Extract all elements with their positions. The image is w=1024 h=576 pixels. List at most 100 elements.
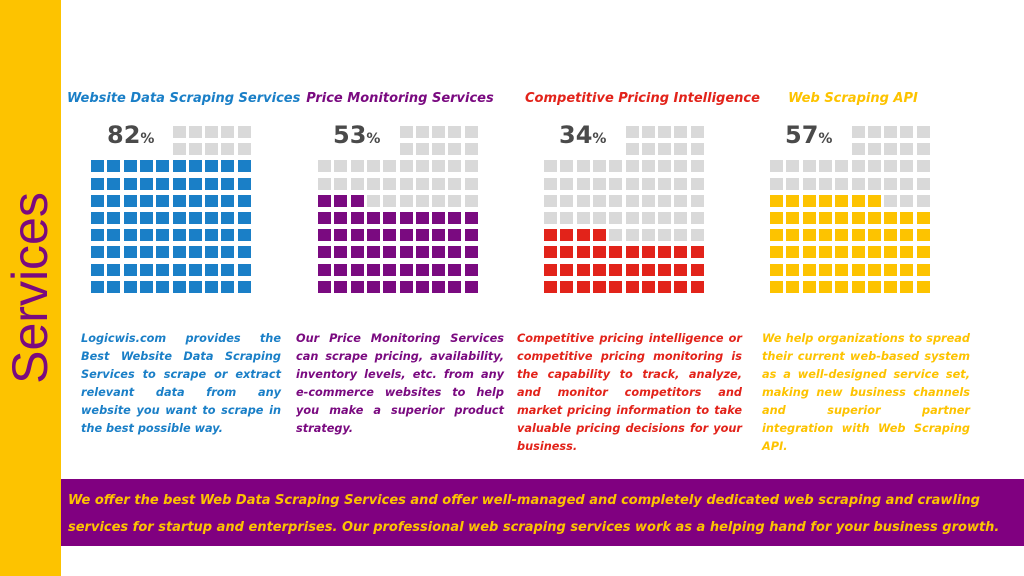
waffle-cell [916, 280, 930, 293]
waffle-cell [592, 280, 606, 293]
waffle-cell [609, 194, 623, 207]
waffle-cell [399, 126, 413, 138]
waffle-cell [674, 177, 688, 190]
waffle-cell [399, 177, 413, 190]
waffle-cell [900, 143, 914, 156]
waffle-cell [188, 160, 202, 173]
waffle-cell [802, 246, 816, 259]
waffle-cell [464, 229, 478, 242]
waffle-cell [625, 229, 639, 242]
waffle-cell [835, 246, 849, 259]
footer-banner: We offer the best Web Data Scraping Serv… [61, 479, 1024, 546]
waffle-cell [205, 194, 219, 207]
waffle-cell [916, 177, 930, 190]
waffle-cell [139, 246, 153, 259]
waffle-cell [867, 126, 881, 138]
waffle-cell [237, 212, 251, 224]
waffle-cell [851, 246, 865, 259]
waffle-cell [674, 246, 688, 259]
waffle-cell [221, 212, 235, 224]
waffle-cell [399, 246, 413, 259]
waffle-cell [658, 212, 672, 224]
waffle-cell [415, 229, 429, 242]
waffle-cell [835, 160, 849, 173]
waffle-cell [415, 246, 429, 259]
waffle-cell [867, 229, 881, 242]
waffle-cell [674, 194, 688, 207]
waffle-cell [205, 126, 219, 138]
waffle-cell [560, 177, 574, 190]
waffle-cell [658, 246, 672, 259]
waffle-cell [658, 143, 672, 156]
waffle-cell [366, 194, 380, 207]
waffle-cell [123, 212, 137, 224]
waffle-cell [91, 280, 104, 293]
waffle-cell [448, 177, 462, 190]
waffle-cell [156, 229, 170, 242]
waffle-cell [576, 160, 590, 173]
waffle-cell [900, 160, 914, 173]
waffle-cell [884, 160, 898, 173]
waffle-cell [139, 160, 153, 173]
waffle-cell [448, 126, 462, 138]
waffle-cell [318, 212, 331, 224]
waffle-cell [916, 160, 930, 173]
waffle-cell [123, 194, 137, 207]
waffle-cell [107, 212, 121, 224]
waffle-cell [366, 160, 380, 173]
waffle-cell [188, 229, 202, 242]
waffle-cell [802, 263, 816, 276]
waffle-cell [576, 229, 590, 242]
waffle-cell [237, 143, 251, 156]
waffle-cell [432, 143, 446, 156]
service-title: Web Scraping API [788, 91, 918, 106]
waffle-cell [172, 229, 186, 242]
waffle-cell [464, 194, 478, 207]
waffle-cell [592, 177, 606, 190]
waffle-cell [786, 177, 800, 190]
percent-symbol: % [592, 131, 607, 147]
waffle-cell [851, 126, 865, 138]
waffle-cell [851, 177, 865, 190]
waffle-cell [464, 126, 478, 138]
waffle-cell [123, 177, 137, 190]
percent-value: 53 [333, 121, 367, 149]
percent-label: 34% [559, 123, 606, 147]
percent-symbol: % [366, 131, 381, 147]
waffle-cell [432, 280, 446, 293]
waffle-cell [770, 246, 783, 259]
waffle-cell [448, 246, 462, 259]
waffle-cell [221, 263, 235, 276]
waffle-cell [432, 194, 446, 207]
waffle-cell [884, 212, 898, 224]
waffle-cell [818, 194, 832, 207]
waffle-cell [916, 229, 930, 242]
waffle-cell [464, 263, 478, 276]
waffle-cell [690, 212, 704, 224]
waffle-cell [884, 143, 898, 156]
waffle-cell [107, 229, 121, 242]
waffle-cell [188, 126, 202, 138]
waffle-cell [318, 177, 331, 190]
waffle-cell [867, 263, 881, 276]
waffle-cell [900, 280, 914, 293]
waffle-cell [658, 177, 672, 190]
waffle-cell [641, 246, 655, 259]
waffle-cell [205, 177, 219, 190]
waffle-cell [851, 263, 865, 276]
waffle-cell [107, 280, 121, 293]
waffle-cell [802, 280, 816, 293]
waffle-cell [867, 280, 881, 293]
waffle-cell [900, 246, 914, 259]
service-card-website-data-scraping: Website Data Scraping Services 82% Logic… [67, 88, 300, 448]
waffle-cell [674, 160, 688, 173]
waffle-cell [576, 263, 590, 276]
waffle-cell [350, 212, 364, 224]
waffle-cell [221, 229, 235, 242]
waffle-cell [544, 160, 557, 173]
waffle-cell [690, 280, 704, 293]
waffle-cell [448, 143, 462, 156]
waffle-cell [770, 280, 783, 293]
waffle-cell [139, 212, 153, 224]
waffle-cell [237, 177, 251, 190]
